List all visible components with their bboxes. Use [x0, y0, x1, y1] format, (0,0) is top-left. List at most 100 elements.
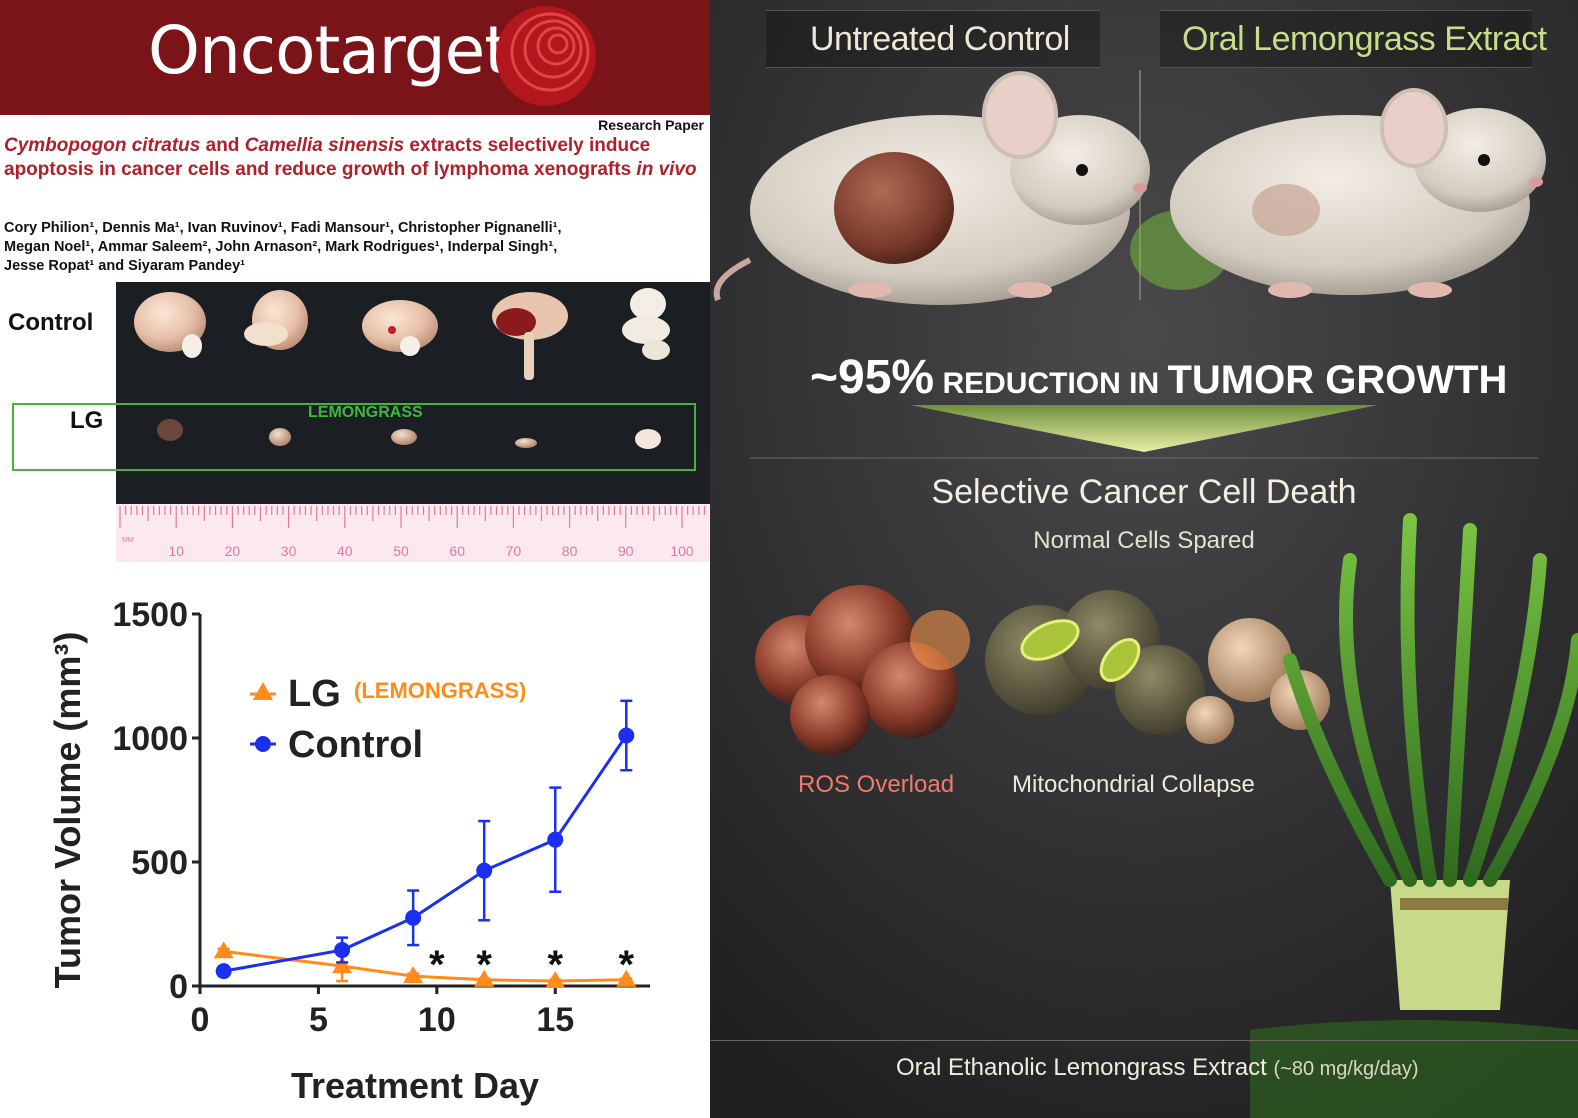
control-tumor: [244, 290, 308, 350]
control-tumor: [134, 292, 206, 358]
mitochondrion-icon: [1099, 638, 1141, 682]
ros-overload-label: ROS Overload: [798, 771, 955, 798]
ruler-number: 100: [670, 543, 694, 559]
dose-label: Oral Ethanolic Lemongrass Extract: [896, 1054, 1267, 1081]
chart-legend: LG (LEMONGRASS) Control: [250, 673, 526, 766]
legend-note-lemongrass: (LEMONGRASS): [354, 678, 526, 703]
lemongrass-highlight-box: [12, 403, 696, 471]
x-tick-label: 0: [191, 1001, 210, 1039]
y-tick-label: 1500: [112, 596, 188, 634]
legend-marker-lg: [253, 682, 273, 700]
treated-mouse-illustration: [1130, 88, 1546, 298]
ruler-number: 80: [562, 543, 578, 559]
paper-figure-panel: Oncotarget Research Paper Cymbopogon cit…: [0, 0, 710, 1118]
series-line: [223, 734, 628, 973]
significance-marker: *: [429, 943, 445, 987]
normal-cells-spared-label: Normal Cells Spared: [1033, 527, 1255, 554]
data-point: [332, 956, 353, 974]
significance-marker: *: [476, 943, 492, 987]
row-label-lg: LG: [70, 407, 104, 434]
data-point: [547, 831, 564, 848]
data-point: [403, 966, 424, 984]
faded-tumor-spot: [1252, 184, 1320, 236]
y-axis-title: Tumor Volume (mm³): [47, 632, 88, 989]
x-tick-label: 5: [309, 1001, 328, 1039]
y-tick-label: 500: [131, 844, 188, 882]
tumor-volume-chart: 0 500 1000 1500 0 5 10 15 Treatment Day Tumor Vol…: [47, 596, 650, 1106]
reduction-middle-text: REDUCTION IN: [934, 367, 1168, 400]
series-lg: [213, 941, 637, 989]
legend-label-control: Control: [288, 724, 423, 766]
journal-logo: Oncotarget: [148, 12, 510, 89]
millimeter-ruler: MM 10 20 30 40 50 60 70 80 90 100: [116, 504, 710, 562]
treated-lemongrass-label: Oral Lemongrass Extract: [1182, 20, 1547, 58]
control-tumor: [622, 288, 670, 360]
lg-tumor: [635, 429, 661, 449]
x-tick-label: 10: [418, 1001, 456, 1039]
lg-tumor: [157, 419, 183, 441]
x-tick-label: 15: [536, 1001, 574, 1039]
authors-line-3: Jesse Ropat¹ and Siyaram Pandey¹: [4, 258, 245, 274]
row-label-control: Control: [8, 309, 94, 336]
data-point: [616, 969, 637, 987]
ruler-number: 70: [506, 543, 522, 559]
down-arrow-icon: [910, 405, 1378, 452]
untreated-control-label: Untreated Control: [810, 20, 1070, 58]
data-point: [215, 963, 232, 980]
series-line: [223, 949, 627, 983]
authors-line-1: Cory Philion¹, Dennis Ma¹, Ivan Ruvinov¹…: [4, 220, 562, 236]
author-list: Cory Philion¹, Dennis Ma¹, Ivan Ruvinov¹…: [4, 219, 704, 276]
title-in-vivo: in vivo: [636, 158, 697, 180]
data-point: [213, 941, 234, 959]
ruler-number: 50: [393, 543, 409, 559]
lemongrass-highlight-label: LEMONGRASS: [308, 404, 423, 421]
untreated-mouse-illustration: [713, 71, 1150, 305]
ruler-number: 90: [618, 543, 634, 559]
lemongrass-bundle-illustration: [1250, 513, 1578, 1118]
untreated-header-box: [766, 10, 1100, 68]
legend-marker-control: [255, 736, 271, 752]
control-tumor: [492, 292, 568, 380]
reduction-tumor-growth: TUMOR GROWTH: [1167, 358, 1508, 402]
selective-death-title: Selective Cancer Cell Death: [931, 473, 1357, 511]
control-tumor: [362, 300, 438, 356]
x-axis-title: Treatment Day: [291, 1065, 539, 1106]
ruler-number: 30: [281, 543, 297, 559]
data-point: [618, 727, 635, 744]
dose-caption: Oral Ethanolic Lemongrass Extract (~80 m…: [896, 1054, 1419, 1082]
title-joiner: and: [200, 135, 245, 156]
series-control: [215, 699, 635, 980]
reduction-value: ~95%: [810, 351, 935, 404]
title-body: extracts selectively induce apoptosis in…: [4, 135, 651, 180]
lg-tumor: [269, 428, 291, 446]
mitochondrion-icon: [1020, 619, 1080, 661]
y-tick-label: 1000: [112, 720, 188, 758]
authors-line-2: Megan Noel¹, Ammar Saleem², John Arnason…: [4, 239, 558, 255]
legend-label-lg: LG: [288, 673, 341, 715]
paper-type-label: Research Paper: [598, 117, 704, 133]
ruler-number: 10: [168, 543, 184, 559]
lg-tumor: [515, 438, 537, 448]
journal-swirl-icon: [496, 6, 596, 106]
excised-tumor-photo: [116, 282, 710, 504]
dose-value: (~80 mg/kg/day): [1273, 1058, 1419, 1080]
paper-title: Cymbopogon citratus and Camellia sinensi…: [4, 134, 704, 181]
mitochondrial-collapse-label: Mitochondrial Collapse: [1012, 771, 1255, 798]
title-species-1: Cymbopogon citratus: [4, 135, 201, 156]
data-point: [545, 971, 566, 989]
data-point: [476, 862, 493, 879]
data-point: [334, 942, 351, 959]
title-species-2: Camellia sinensis: [244, 135, 405, 156]
infographic-panel: Untreated Control Oral Lemongrass Extrac…: [710, 0, 1578, 1118]
data-point: [474, 969, 495, 987]
ruler-number: 40: [337, 543, 353, 559]
y-tick-label: 0: [169, 968, 188, 1006]
ruler-number: 60: [449, 543, 465, 559]
data-point: [405, 909, 422, 926]
significance-marker: *: [547, 943, 563, 987]
significance-marker: *: [619, 943, 635, 987]
ruler-unit-label: MM: [122, 537, 134, 544]
lg-tumor: [391, 429, 417, 445]
journal-banner: Oncotarget: [0, 0, 710, 115]
reduction-headline: ~95% REDUCTION IN TUMOR GROWTH: [810, 350, 1507, 405]
